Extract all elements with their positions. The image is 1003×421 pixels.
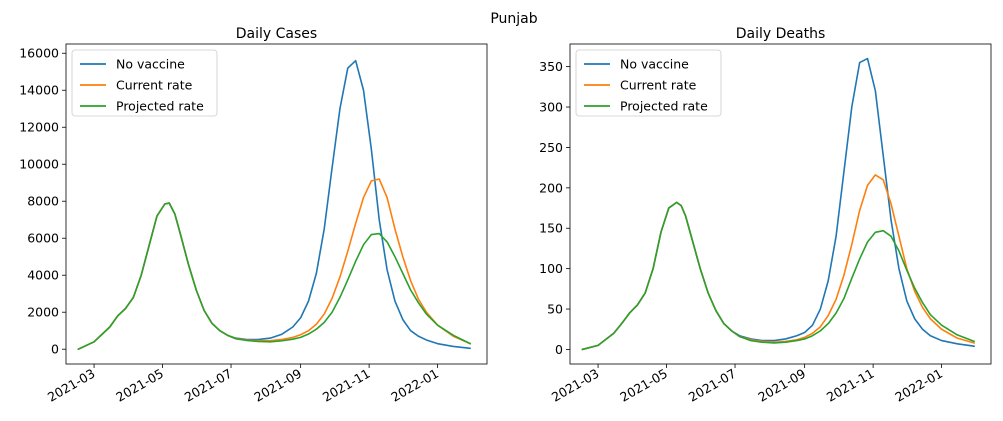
deaths-legend-box [575,49,722,117]
cases-x-tick-label: 2022-01 [388,366,441,405]
deaths-y-tick-label: 150 [539,221,563,236]
cases-y-tick-label: 2000 [27,305,59,320]
cases-y-tick-label: 0 [51,342,59,357]
cases-legend: No vaccine Current rate Projected rate [71,49,218,117]
deaths-series-current-rate-line [581,174,975,351]
cases-y-tick-label: 8000 [27,194,59,209]
deaths-x-tick-label: 2021-03 [549,366,602,405]
cases-plot-frame [65,43,488,365]
cases-x-tick-label: 2021-11 [320,366,373,405]
deaths-y-tick-label: 250 [539,140,563,155]
deaths-plot-frame [569,43,992,365]
daily-deaths-chart: Daily Deaths 0 50 100 150 200 250 300 350 2021-03… [539,26,992,405]
cases-y-tick-label: 6000 [27,231,59,246]
daily-cases-chart: Daily Cases 0 2000 4000 6000 8000 10000 12000 14… [19,26,488,405]
deaths-series-projected-rate-line [581,201,975,351]
deaths-x-tick-label: 2021-05 [617,366,670,405]
deaths-legend-label: Projected rate [620,99,708,114]
deaths-x-tick-label: 2021-07 [686,366,739,405]
cases-legend-label: Current rate [116,78,193,93]
deaths-y-tick-label: 200 [539,180,563,195]
cases-y-tick-label: 16000 [19,46,59,61]
deaths-y-tick-label: 0 [555,342,563,357]
cases-series-projected-rate-line [77,202,471,351]
figure-suptitle: Punjab [490,11,537,27]
deaths-y-tick-label: 100 [539,261,563,276]
cases-y-tick-label: 14000 [19,83,59,98]
cases-legend-box [71,49,218,117]
deaths-y-tick-label: 300 [539,100,563,115]
deaths-chart-title: Daily Deaths [736,26,826,42]
deaths-x-tick-label: 2021-09 [755,366,808,405]
cases-x-tick-label: 2021-09 [251,366,304,405]
deaths-y-tick-label: 50 [547,302,563,317]
deaths-x-tick-label: 2022-01 [892,366,945,405]
cases-x-tick-label: 2021-03 [45,366,98,405]
cases-y-tick-label: 12000 [19,120,59,135]
deaths-y-tick-label: 350 [539,59,563,74]
cases-x-tick-label: 2021-05 [113,366,166,405]
cases-y-tick-label: 4000 [27,268,59,283]
cases-chart-title: Daily Cases [236,26,317,42]
cases-series-current-rate-line [77,178,471,351]
cases-y-tick-label: 10000 [19,157,59,172]
deaths-x-tick-label: 2021-11 [824,366,877,405]
cases-legend-label: No vaccine [116,57,185,72]
cases-legend-label: Projected rate [116,99,204,114]
deaths-legend-label: Current rate [620,78,697,93]
cases-x-tick-label: 2021-07 [182,366,235,405]
deaths-legend: No vaccine Current rate Projected rate [575,49,722,117]
deaths-legend-label: No vaccine [620,57,689,72]
